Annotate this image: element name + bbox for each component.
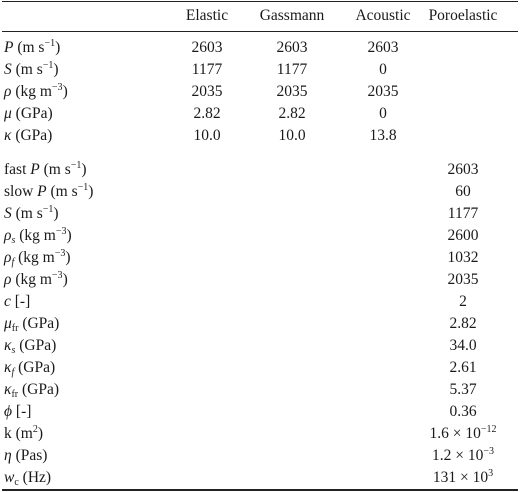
table-row: κfr (GPa) 5.37	[0, 379, 520, 401]
col-header-acoustic: Acoustic	[355, 7, 411, 24]
cell-acoustic: 2035	[367, 83, 399, 100]
row-label: ρf (kg m−3)	[4, 248, 71, 268]
cell-gassmann: 10.0	[278, 127, 306, 144]
row-label: κf (GPa)	[4, 359, 56, 378]
row-label: S (m s−1)	[4, 60, 59, 79]
table-row: S (m s−1) 1177 1177 0	[0, 59, 520, 81]
row-label: P (m s−1)	[4, 38, 61, 57]
cell-poroelastic: 1.2 × 10−3	[431, 446, 494, 465]
cell-poroelastic: 2.82	[449, 315, 477, 332]
cell-poroelastic: 2035	[447, 271, 479, 288]
row-label: ρ (kg m−3)	[4, 270, 68, 289]
row-label: c [-]	[4, 293, 31, 310]
cell-elastic: 2035	[191, 83, 223, 100]
cell-poroelastic: 2600	[447, 227, 479, 244]
table-row: η (Pas) 1.2 × 10−3	[0, 445, 520, 467]
table-row: κ (GPa) 10.0 10.0 13.8	[0, 125, 520, 147]
cell-poroelastic: 60	[455, 183, 471, 200]
cell-poroelastic: 0.36	[449, 403, 477, 420]
table-row: ρs (kg m−3) 2600	[0, 225, 520, 247]
row-label: μ (GPa)	[4, 105, 53, 122]
table-row: P (m s−1) 2603 2603 2603	[0, 37, 520, 59]
row-label: slow P (m s−1)	[4, 182, 94, 201]
cell-poroelastic: 5.37	[449, 381, 477, 398]
table-row: μfr (GPa) 2.82	[0, 313, 520, 335]
col-header-elastic: Elastic	[185, 7, 229, 24]
cell-poroelastic: 2603	[447, 161, 479, 178]
cell-acoustic: 13.8	[369, 127, 397, 144]
row-label: wc (Hz)	[4, 469, 52, 488]
table-row: κf (GPa) 2.61	[0, 357, 520, 379]
row-label: κs (GPa)	[4, 337, 57, 356]
top-rule	[2, 1, 518, 2]
cell-acoustic: 2603	[367, 39, 399, 56]
cell-poroelastic: 34.0	[449, 337, 477, 354]
row-label: μfr (GPa)	[4, 315, 60, 334]
cell-elastic: 2603	[191, 39, 223, 56]
row-label: κfr (GPa)	[4, 381, 60, 400]
header-row: Elastic Gassmann Acoustic Poroelastic	[0, 5, 520, 27]
table-row: S (m s−1) 1177	[0, 203, 520, 225]
cell-gassmann: 2603	[276, 39, 308, 56]
row-label: k (m2)	[4, 424, 44, 443]
row-label: ϕ [-]	[4, 403, 32, 420]
table-row: fast P (m s−1) 2603	[0, 159, 520, 181]
table-row: μ (GPa) 2.82 2.82 0	[0, 103, 520, 125]
cell-gassmann: 2035	[276, 83, 308, 100]
table-row: ρf (kg m−3) 1032	[0, 247, 520, 269]
table-row: slow P (m s−1) 60	[0, 181, 520, 203]
row-label: S (m s−1)	[4, 204, 59, 223]
bottom-rule	[2, 489, 518, 491]
cell-gassmann: 1177	[276, 61, 308, 78]
cell-poroelastic: 1032	[447, 249, 479, 266]
row-label: ρ (kg m−3)	[4, 82, 68, 101]
cell-gassmann: 2.82	[278, 105, 306, 122]
row-label: κ (GPa)	[4, 127, 53, 144]
cell-acoustic: 0	[379, 61, 387, 78]
cell-elastic: 1177	[191, 61, 223, 78]
table-row: κs (GPa) 34.0	[0, 335, 520, 357]
table-row: ρ (kg m−3) 2035	[0, 269, 520, 291]
table-row: ρ (kg m−3) 2035 2035 2035	[0, 81, 520, 103]
col-header-poroelastic: Poroelastic	[428, 7, 498, 24]
cell-elastic: 10.0	[193, 127, 221, 144]
cell-elastic: 2.82	[193, 105, 221, 122]
table-row: c [-] 2	[0, 291, 520, 313]
cell-poroelastic: 131 × 103	[432, 468, 494, 487]
cell-poroelastic: 2	[459, 293, 467, 310]
cell-acoustic: 0	[379, 105, 387, 122]
table-row: k (m2) 1.6 × 10−12	[0, 423, 520, 445]
row-label: η (Pas)	[4, 447, 48, 464]
header-rule	[2, 31, 518, 32]
table-row: ϕ [-] 0.36	[0, 401, 520, 423]
row-label: ρs (kg m−3)	[4, 226, 72, 246]
row-label: fast P (m s−1)	[4, 160, 87, 179]
cell-poroelastic: 1.6 × 10−12	[429, 424, 497, 443]
cell-poroelastic: 2.61	[449, 359, 477, 376]
col-header-gassmann: Gassmann	[259, 7, 325, 24]
cell-poroelastic: 1177	[447, 205, 479, 222]
table-row: wc (Hz) 131 × 103	[0, 467, 520, 489]
